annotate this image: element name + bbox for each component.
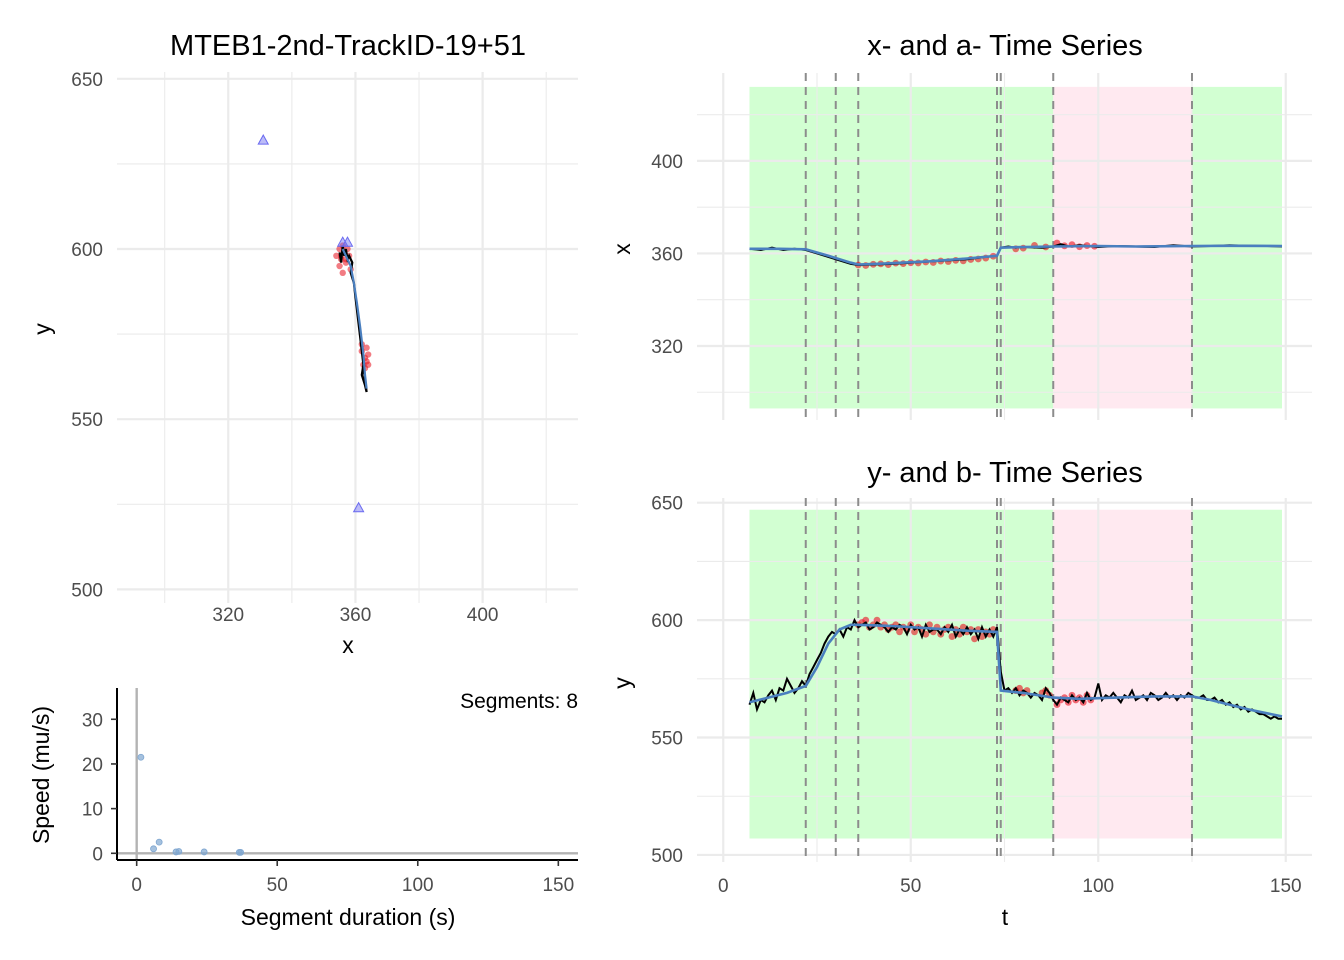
x-tick-label: 320 [212,605,244,626]
y-tick-label: 0 [92,844,103,865]
x-tick-label: 0 [718,876,729,897]
y-series-y-axis-title: y [609,677,635,689]
fit-line [749,623,1283,718]
x-tick-label: 400 [467,605,499,626]
y-tick-label: 650 [651,494,683,515]
y-tick-label: 20 [82,755,103,776]
segment-point [971,635,978,643]
segment-point [339,269,346,277]
track-panel: MTEB1-2nd-TrackID-19+51 320 360 400 500 550 6… [29,30,578,658]
track-x-axis-title: x [342,632,354,658]
fit-line [341,248,368,389]
x-series-marks [749,73,1283,420]
segment-point [911,628,918,636]
x-tick-label: 50 [900,876,921,897]
segment-point [862,616,870,624]
y-series-bands [749,509,1282,839]
segment-point [959,623,967,631]
triangle-marker [341,236,354,247]
y-series-tick-labels: 500 550 600 650 0 50 100 150 [651,494,1301,897]
segment-point [363,344,370,351]
y-tick-label: 320 [651,337,683,358]
segment-point [948,633,956,640]
x-series-panel: 320 360 400 x x- and a- Time Series [609,30,1312,420]
track-title: MTEB1-2nd-TrackID-19+51 [170,30,526,62]
speed-point [137,753,145,761]
speed-point [155,838,163,846]
speed-tick-labels: 0 50 100 150 0 10 20 30 [82,710,574,896]
pink-state-band [1053,86,1192,409]
y-series-x-axis-title: t [1002,904,1009,930]
y-tick-label: 600 [651,611,683,632]
y-tick-label: 360 [651,244,683,265]
speed-point [200,848,208,856]
y-tick-label: 30 [82,710,103,731]
segment-point [364,351,372,358]
x-series-y-axis-title: x [609,243,635,255]
x-tick-label: 360 [340,605,372,626]
y-tick-label: 550 [651,729,683,750]
x-tick-label: 0 [131,875,142,896]
speed-marks [111,688,578,866]
speed-point [150,845,157,853]
y-tick-label: 500 [71,580,103,601]
segment-point [336,262,343,270]
speed-point [237,849,245,856]
x-tick-label: 150 [542,875,574,896]
speed-panel: 0 50 100 150 0 10 20 30 Segments: 8 Segment dur… [28,688,578,930]
x-tick-label: 100 [1082,876,1114,897]
segment-point [364,361,372,368]
y-series-title: y- and b- Time Series [867,457,1143,489]
x-series-title: x- and a- Time Series [867,30,1143,62]
green-state-band [1192,86,1282,409]
x-series-tick-labels: 320 360 400 [651,152,683,358]
y-series-panel: 500 550 600 650 0 50 100 150 t y y- and b- Time… [609,457,1312,930]
y-tick-label: 400 [651,152,683,173]
speed-y-axis-title: Speed (mu/s) [28,706,54,844]
y-tick-label: 500 [651,846,683,867]
y-tick-label: 10 [82,800,103,821]
triangle-marker [257,134,270,145]
fit-line [749,244,1283,266]
y-series-marks [748,498,1283,862]
y-series-gridlines [697,498,1312,862]
triangle-marker [352,501,365,513]
y-tick-label: 600 [71,240,103,261]
pink-state-band [1053,509,1192,839]
x-tick-label: 150 [1270,876,1302,897]
track-y-axis-title: y [29,323,55,335]
segments-annotation: Segments: 8 [460,690,578,713]
speed-point [175,848,183,855]
segment-point [873,616,881,624]
y-tick-label: 650 [71,70,103,91]
green-state-band [749,509,1054,839]
track-tick-labels: 320 360 400 500 550 600 650 [71,70,498,626]
track-marks [257,134,372,513]
x-tick-label: 50 [267,875,288,896]
y-tick-label: 550 [71,410,103,431]
green-state-band [1192,509,1282,839]
segment-point [333,252,340,260]
x-tick-label: 100 [402,875,434,896]
segment-point [896,628,903,636]
speed-x-axis-title: Segment duration (s) [241,904,456,930]
